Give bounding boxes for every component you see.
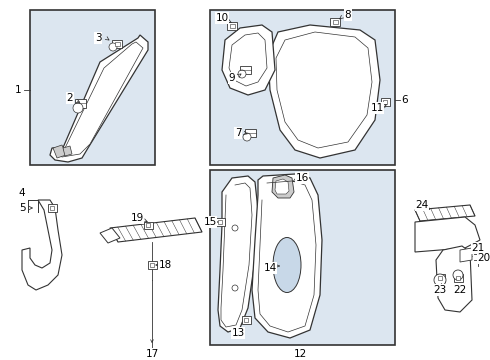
Text: 17: 17 xyxy=(146,349,159,359)
Text: 4: 4 xyxy=(19,188,25,198)
Circle shape xyxy=(243,133,251,141)
Text: 6: 6 xyxy=(402,95,408,105)
Bar xyxy=(216,218,224,226)
Polygon shape xyxy=(222,25,275,95)
Polygon shape xyxy=(415,217,480,252)
Text: 24: 24 xyxy=(416,200,429,210)
Bar xyxy=(229,24,235,28)
Polygon shape xyxy=(272,175,294,198)
Bar xyxy=(50,206,54,210)
Text: 13: 13 xyxy=(231,328,245,338)
Bar xyxy=(436,274,444,282)
Bar xyxy=(115,42,120,46)
Polygon shape xyxy=(415,205,475,221)
Text: 20: 20 xyxy=(477,253,490,263)
Ellipse shape xyxy=(273,238,301,292)
Text: 15: 15 xyxy=(203,217,217,227)
Text: 16: 16 xyxy=(295,173,309,183)
Bar xyxy=(333,20,338,24)
Polygon shape xyxy=(218,176,258,332)
Bar xyxy=(144,221,152,229)
Text: 1: 1 xyxy=(15,85,21,95)
Text: 12: 12 xyxy=(294,349,307,359)
Text: 23: 23 xyxy=(433,285,446,295)
Bar xyxy=(210,10,395,165)
Text: 3: 3 xyxy=(95,33,101,43)
Polygon shape xyxy=(110,218,202,242)
Bar xyxy=(48,204,56,212)
Circle shape xyxy=(232,285,238,291)
Bar xyxy=(438,276,442,280)
Bar xyxy=(112,40,122,48)
Bar xyxy=(150,263,154,267)
Text: 12: 12 xyxy=(294,349,307,359)
Bar xyxy=(74,99,85,108)
Text: 2: 2 xyxy=(67,93,74,103)
Circle shape xyxy=(73,103,83,113)
Bar xyxy=(330,18,340,26)
Polygon shape xyxy=(100,228,120,243)
Bar xyxy=(454,274,463,282)
Text: 8: 8 xyxy=(344,10,351,20)
Bar xyxy=(381,98,390,106)
Polygon shape xyxy=(53,145,66,158)
Bar xyxy=(218,220,222,224)
Polygon shape xyxy=(460,248,472,262)
Bar xyxy=(227,22,237,30)
Text: 19: 19 xyxy=(130,213,144,223)
Circle shape xyxy=(238,70,246,78)
Text: 1: 1 xyxy=(15,85,21,95)
Polygon shape xyxy=(268,25,380,158)
Text: 5: 5 xyxy=(19,203,25,213)
Circle shape xyxy=(109,43,117,51)
Bar xyxy=(146,223,150,227)
Polygon shape xyxy=(229,33,267,86)
Text: 14: 14 xyxy=(264,263,277,273)
Text: 6: 6 xyxy=(402,95,408,105)
Text: 22: 22 xyxy=(453,285,466,295)
Bar xyxy=(30,10,155,165)
Text: 21: 21 xyxy=(471,243,485,253)
Polygon shape xyxy=(63,146,72,156)
Polygon shape xyxy=(50,35,148,162)
Bar xyxy=(242,316,250,324)
Polygon shape xyxy=(22,200,62,290)
Polygon shape xyxy=(252,174,322,338)
Polygon shape xyxy=(275,179,289,194)
Polygon shape xyxy=(436,246,472,312)
Text: 7: 7 xyxy=(235,128,241,138)
Bar xyxy=(245,129,255,137)
Polygon shape xyxy=(276,32,372,148)
Bar xyxy=(147,261,156,269)
Bar xyxy=(456,276,460,280)
Polygon shape xyxy=(57,42,143,157)
Text: 18: 18 xyxy=(158,260,172,270)
Text: 9: 9 xyxy=(229,73,235,83)
Bar xyxy=(244,318,248,322)
Text: 10: 10 xyxy=(216,13,228,23)
Circle shape xyxy=(434,274,446,286)
Bar xyxy=(383,100,387,104)
Text: 11: 11 xyxy=(370,103,384,113)
Circle shape xyxy=(453,270,463,280)
Bar xyxy=(210,170,395,345)
Circle shape xyxy=(232,225,238,231)
Bar xyxy=(240,66,250,74)
